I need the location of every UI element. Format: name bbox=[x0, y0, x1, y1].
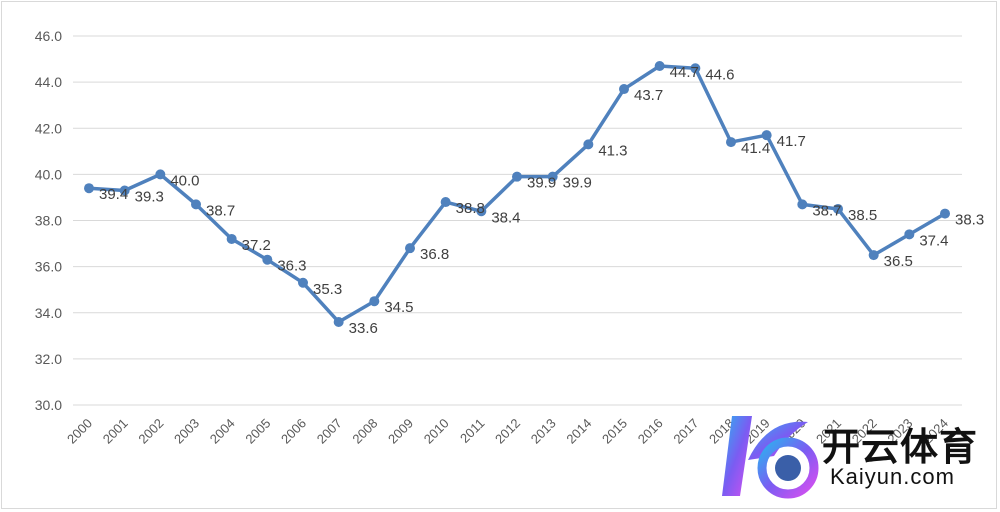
brand-name-cn: 开云体育 bbox=[822, 425, 979, 469]
x-tick-label: 2010 bbox=[421, 416, 452, 447]
data-point bbox=[726, 137, 736, 148]
data-point bbox=[868, 250, 879, 261]
x-tick-label: 2014 bbox=[563, 416, 594, 447]
data-label: 37.4 bbox=[919, 232, 948, 249]
y-tick-label: 40.0 bbox=[35, 166, 62, 182]
data-point bbox=[940, 208, 950, 219]
x-tick-label: 2007 bbox=[314, 416, 345, 447]
data-point bbox=[619, 84, 629, 95]
x-tick-label: 2011 bbox=[457, 416, 487, 446]
data-label: 38.3 bbox=[955, 212, 984, 229]
data-point bbox=[191, 199, 201, 210]
data-point bbox=[405, 243, 415, 254]
y-tick-label: 30.0 bbox=[35, 397, 62, 413]
y-tick-label: 46.0 bbox=[35, 28, 62, 44]
data-point bbox=[226, 233, 237, 244]
brand-watermark: 开云体育 Kaiyun.com bbox=[718, 408, 993, 504]
brand-name-en: Kaiyun.com bbox=[830, 464, 955, 489]
data-point bbox=[833, 203, 843, 214]
x-tick-label: 2004 bbox=[207, 416, 238, 447]
x-tick-label: 2005 bbox=[242, 416, 273, 447]
data-point bbox=[298, 277, 308, 288]
data-label: 38.8 bbox=[456, 200, 485, 217]
series-line-path bbox=[87, 64, 947, 324]
y-tick-label: 42.0 bbox=[35, 120, 62, 136]
x-tick-label: 2009 bbox=[385, 416, 416, 447]
x-tick-label: 2012 bbox=[492, 416, 523, 447]
data-point bbox=[84, 183, 94, 194]
data-label: 41.4 bbox=[741, 140, 770, 157]
data-label: 41.3 bbox=[598, 142, 627, 159]
data-label: 38.7 bbox=[206, 202, 235, 219]
data-label: 34.5 bbox=[384, 299, 413, 316]
data-label: 33.6 bbox=[349, 320, 378, 337]
data-label: 39.4 bbox=[99, 186, 128, 203]
data-point bbox=[547, 171, 558, 182]
series-line bbox=[87, 64, 947, 324]
data-point bbox=[262, 254, 273, 265]
y-tick-label: 44.0 bbox=[35, 74, 62, 90]
data-point bbox=[155, 169, 166, 180]
data-point bbox=[797, 199, 808, 210]
data-labels: 39.4 39.3 40.0 38.7 37.2 36.3 35.3 33.6 34.5 36.8… bbox=[99, 64, 984, 337]
data-label: 44.7 bbox=[670, 64, 699, 81]
data-label: 38.7 bbox=[812, 202, 841, 219]
data-label: 40.0 bbox=[170, 172, 199, 189]
data-label: 36.5 bbox=[884, 253, 913, 270]
brand-logo-icon bbox=[722, 416, 819, 499]
data-label: 38.5 bbox=[848, 207, 877, 224]
y-axis-ticks: 30.0 32.0 34.0 36.0 38.0 40.0 42.0 44.0 46.0 bbox=[35, 28, 62, 413]
y-tick-label: 34.0 bbox=[35, 305, 62, 321]
data-label: 36.8 bbox=[420, 246, 449, 263]
data-point bbox=[476, 206, 487, 217]
x-tick-label: 2003 bbox=[171, 416, 202, 447]
y-tick-label: 32.0 bbox=[35, 351, 62, 367]
data-label: 41.7 bbox=[777, 133, 806, 150]
data-point bbox=[583, 139, 594, 150]
x-tick-label: 2015 bbox=[599, 416, 630, 447]
data-label: 44.6 bbox=[705, 66, 734, 83]
series-points bbox=[84, 60, 950, 327]
data-point bbox=[761, 130, 772, 141]
data-point bbox=[904, 229, 915, 240]
x-tick-label: 2001 bbox=[100, 416, 131, 447]
data-label: 36.3 bbox=[277, 258, 306, 275]
x-tick-label: 2002 bbox=[135, 416, 166, 447]
x-tick-label: 2016 bbox=[635, 416, 666, 447]
data-point bbox=[654, 60, 665, 71]
data-point bbox=[333, 316, 344, 327]
data-label: 38.4 bbox=[491, 209, 520, 226]
y-tick-label: 36.0 bbox=[35, 259, 62, 275]
data-label: 37.2 bbox=[242, 237, 271, 254]
y-tick-label: 38.0 bbox=[35, 213, 62, 229]
data-label: 39.9 bbox=[527, 175, 556, 192]
data-label: 39.9 bbox=[563, 175, 592, 192]
x-tick-label: 2000 bbox=[64, 416, 95, 447]
x-tick-label: 2006 bbox=[278, 416, 309, 447]
data-label: 43.7 bbox=[634, 87, 663, 104]
x-tick-label: 2017 bbox=[670, 416, 701, 447]
data-label: 39.3 bbox=[135, 189, 164, 206]
x-tick-label: 2013 bbox=[528, 416, 559, 447]
data-point bbox=[119, 185, 130, 196]
data-point bbox=[369, 296, 380, 307]
data-point bbox=[440, 197, 451, 208]
data-point bbox=[512, 171, 522, 182]
data-point bbox=[690, 63, 701, 74]
data-label: 35.3 bbox=[313, 281, 342, 298]
x-tick-label: 2008 bbox=[349, 416, 380, 447]
